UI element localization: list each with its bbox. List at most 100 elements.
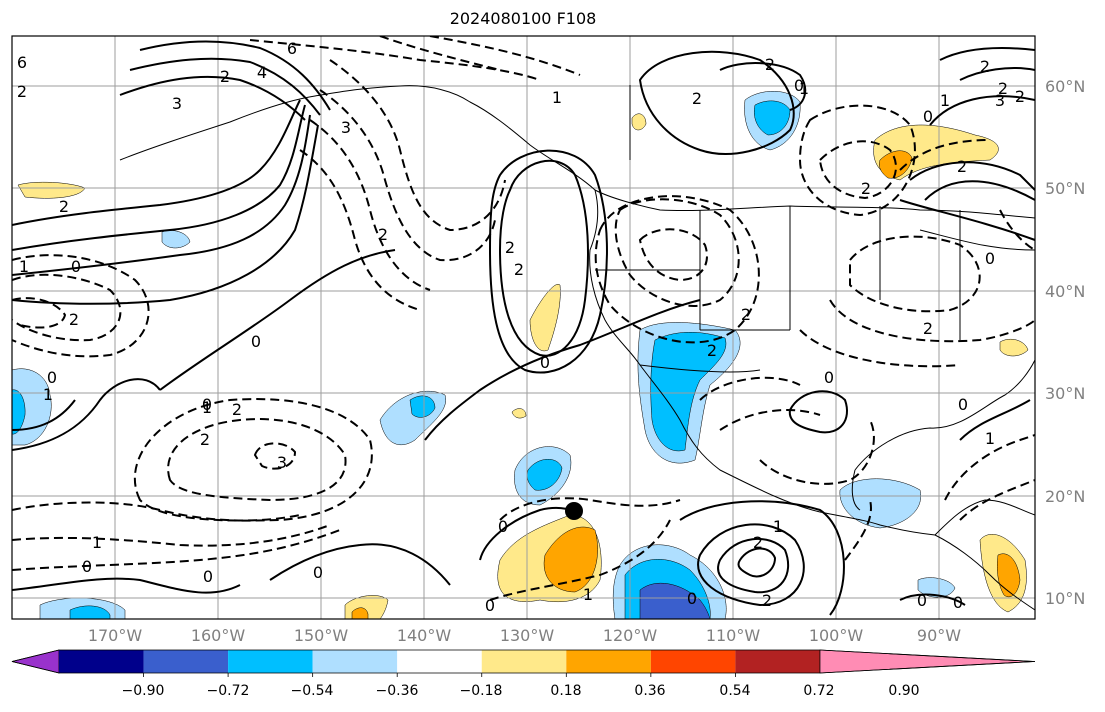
shading-layer [12,91,1029,619]
lat-label: 60°N [1045,77,1086,96]
contour-label: 0 [794,76,804,95]
lat-label: 20°N [1045,487,1086,506]
contour-label: 2 [505,238,515,257]
lon-label: 160°W [190,626,246,645]
contour-label: 0 [917,591,927,610]
lon-label: 100°W [808,626,864,645]
shaded-region [351,607,369,619]
contour-label: 2 [17,82,27,101]
contour-label: 2 [59,197,69,216]
contour-label: 0 [540,353,550,372]
contour-label: 2 [861,179,871,198]
colorbar-tick-label: 0.36 [634,683,666,699]
shaded-region [12,389,26,435]
contour-label: 4 [257,63,267,82]
colorbar-segment [650,650,736,673]
shaded-region [409,395,436,418]
contour-label: 1 [773,517,783,536]
contour-label: 0 [687,589,697,608]
contour-label: 2 [980,57,990,76]
contour-label: 6 [287,39,297,58]
colorbar-tick-label: −0.54 [290,683,334,699]
contour-label: 1 [202,398,212,417]
colorbar-tick-label: −0.90 [121,683,165,699]
shaded-region [527,459,563,491]
contour-label: 1 [940,91,950,110]
shaded-region [529,283,561,352]
contour-label: 0 [313,563,323,582]
colorbar-tick-label: 0.54 [719,683,751,699]
shaded-region [999,339,1029,357]
colorbar-tick-label: 0.72 [803,683,835,699]
contour-label: 2 [69,310,79,329]
contour-label: 3 [277,453,287,472]
shaded-region [161,230,191,249]
contour-label: 2 [1015,87,1025,106]
shaded-region [754,100,791,136]
colorbar-extend-low [11,649,60,674]
contour-label: 2 [741,305,751,324]
contour-label: 1 [43,385,53,404]
dashed-contours [12,36,1035,601]
shaded-region [543,526,598,593]
contour-label: 3 [995,91,1005,110]
shaded-region [69,605,111,619]
contour-label: 2 [200,430,210,449]
lon-label: 110°W [705,626,761,645]
shaded-region [631,113,647,131]
contour-label: 0 [953,593,963,612]
contour-label: 2 [923,319,933,338]
contour-label: 1 [92,533,102,552]
solid-contours [12,40,1035,616]
contour-label: 0 [498,517,508,536]
colorbar-segment [735,650,820,673]
lon-label: 130°W [499,626,555,645]
chart-title: 2024080100 F108 [449,9,597,28]
contour-labels: 6 6 2 4 3 3 2 2 1 0 2 0 1 0 1 0 2 2 3 1 … [17,39,1025,615]
colorbar-extend-high [819,649,1036,674]
grid-lines [12,36,1035,619]
colorbar-segment [59,650,144,673]
colorbar-tick-label: 0.90 [888,683,920,699]
contour-label: 1 [583,585,593,604]
contour-label: 2 [378,225,388,244]
colorbar-tick-label: −0.36 [375,683,419,699]
lon-label: 90°W [916,626,962,645]
contour-label: 2 [762,591,772,610]
colorbar-segment [228,650,313,673]
contour-label: 0 [71,257,81,276]
lon-label: 170°W [87,626,143,645]
colorbar-segment [397,650,482,673]
lat-label: 50°N [1045,179,1086,198]
colorbar [11,649,1036,677]
plot-frame [11,35,1036,620]
contour-label: 2 [692,89,702,108]
shaded-region [17,181,86,199]
contour-label: 2 [998,79,1008,98]
contour-label: 0 [82,557,92,576]
contour-label: 0 [985,249,995,268]
lon-label: 150°W [293,626,349,645]
contour-label: 0 [923,107,933,126]
contour-label: 2 [514,260,524,279]
contour-label: 2 [957,157,967,176]
lat-label: 40°N [1045,282,1086,301]
lat-label: 30°N [1045,384,1086,403]
contour-label: 2 [220,67,230,86]
contour-label: 2 [753,533,763,552]
contour-label: 2 [707,341,717,360]
contour-label: 2 [765,55,775,74]
storm-center-marker [565,502,583,520]
contour-label: 1 [19,257,29,276]
contour-label: 3 [341,118,351,137]
colorbar-tick-label: 0.18 [550,683,582,699]
contour-label: 0 [203,567,213,586]
contour-label: 2 [232,400,242,419]
colorbar-segment [312,650,398,673]
shaded-region [839,478,922,529]
contour-label: 1 [799,79,809,98]
lat-label: 10°N [1045,589,1086,608]
shaded-region [511,408,527,419]
contour-label: 3 [172,94,182,113]
